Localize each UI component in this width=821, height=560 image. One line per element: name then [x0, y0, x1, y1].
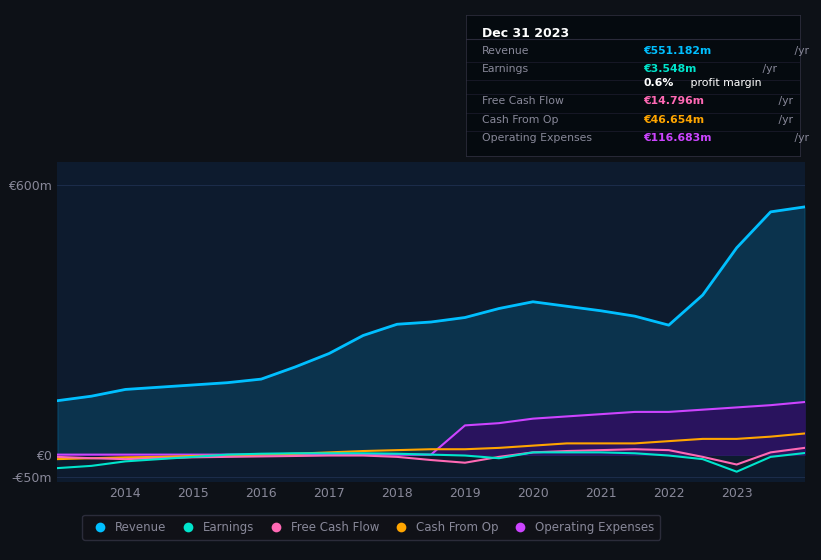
Text: Cash From Op: Cash From Op [482, 115, 559, 125]
Text: €116.683m: €116.683m [643, 133, 712, 143]
Text: Dec 31 2023: Dec 31 2023 [482, 27, 570, 40]
Text: 0.6%: 0.6% [643, 78, 673, 88]
Legend: Revenue, Earnings, Free Cash Flow, Cash From Op, Operating Expenses: Revenue, Earnings, Free Cash Flow, Cash … [82, 515, 660, 539]
Text: Free Cash Flow: Free Cash Flow [482, 96, 564, 106]
Text: profit margin: profit margin [686, 78, 761, 88]
Text: €14.796m: €14.796m [643, 96, 704, 106]
Text: Revenue: Revenue [482, 45, 530, 55]
Text: /yr: /yr [791, 133, 810, 143]
Text: €551.182m: €551.182m [643, 45, 711, 55]
Text: Operating Expenses: Operating Expenses [482, 133, 592, 143]
Text: /yr: /yr [791, 45, 810, 55]
Text: €3.548m: €3.548m [643, 64, 696, 74]
Text: Earnings: Earnings [482, 64, 530, 74]
Text: /yr: /yr [775, 115, 793, 125]
Text: €46.654m: €46.654m [643, 115, 704, 125]
Text: /yr: /yr [759, 64, 777, 74]
Text: /yr: /yr [775, 96, 793, 106]
